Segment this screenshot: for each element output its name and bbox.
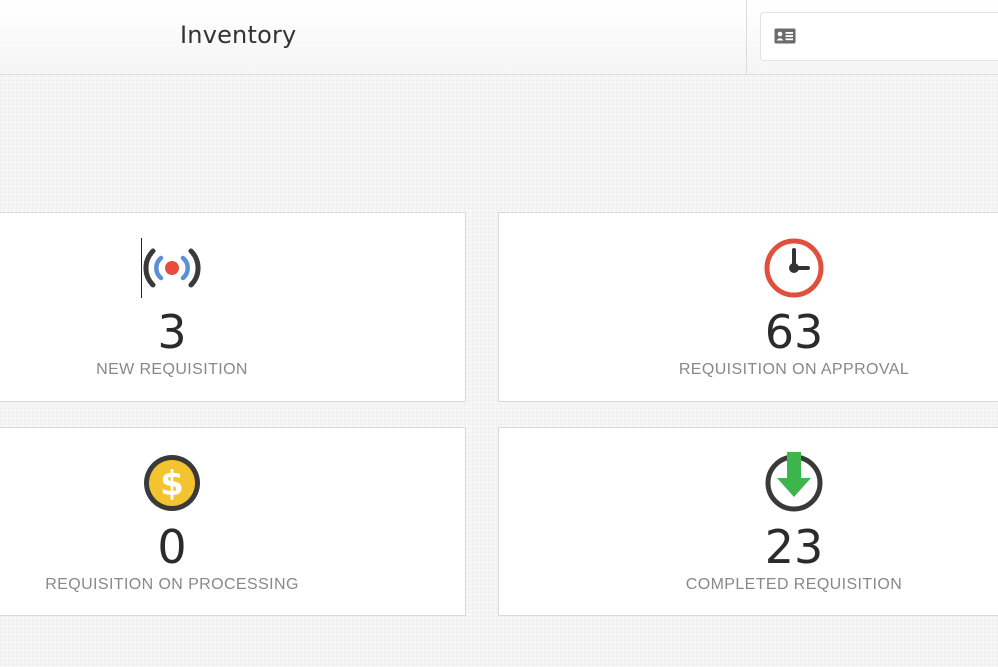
top-bar: Inventory [0,0,998,75]
completed-requisition-label: COMPLETED REQUISITION [685,576,903,593]
processing-requisition-count: 0 [157,520,187,574]
header-divider [746,0,747,75]
approval-requisition-count: 63 [764,305,824,359]
app-title: Inventory [180,21,297,49]
clock-icon [763,237,825,299]
id-card-icon [774,28,796,49]
dollar-coin-icon: $ [141,452,203,514]
completed-requisition-count: 23 [764,520,824,574]
processing-requisition-label: REQUISITION ON PROCESSING [45,576,299,593]
new-requisition-label: NEW REQUISITION [96,361,248,378]
broadcast-icon [141,237,203,299]
svg-text:$: $ [160,464,184,504]
download-arrow-icon [763,452,825,514]
completed-requisition-card[interactable]: 23 COMPLETED REQUISITION [498,427,998,616]
profile-box[interactable] [760,12,998,61]
approval-requisition-card[interactable]: 63 REQUISITION ON APPROVAL [498,212,998,402]
processing-requisition-card[interactable]: $ 0 REQUISITION ON PROCESSING [0,427,466,616]
new-requisition-card[interactable]: 3 NEW REQUISITION [0,212,466,402]
text-cursor [141,238,142,298]
approval-requisition-label: REQUISITION ON APPROVAL [678,361,910,378]
new-requisition-count: 3 [157,305,187,359]
